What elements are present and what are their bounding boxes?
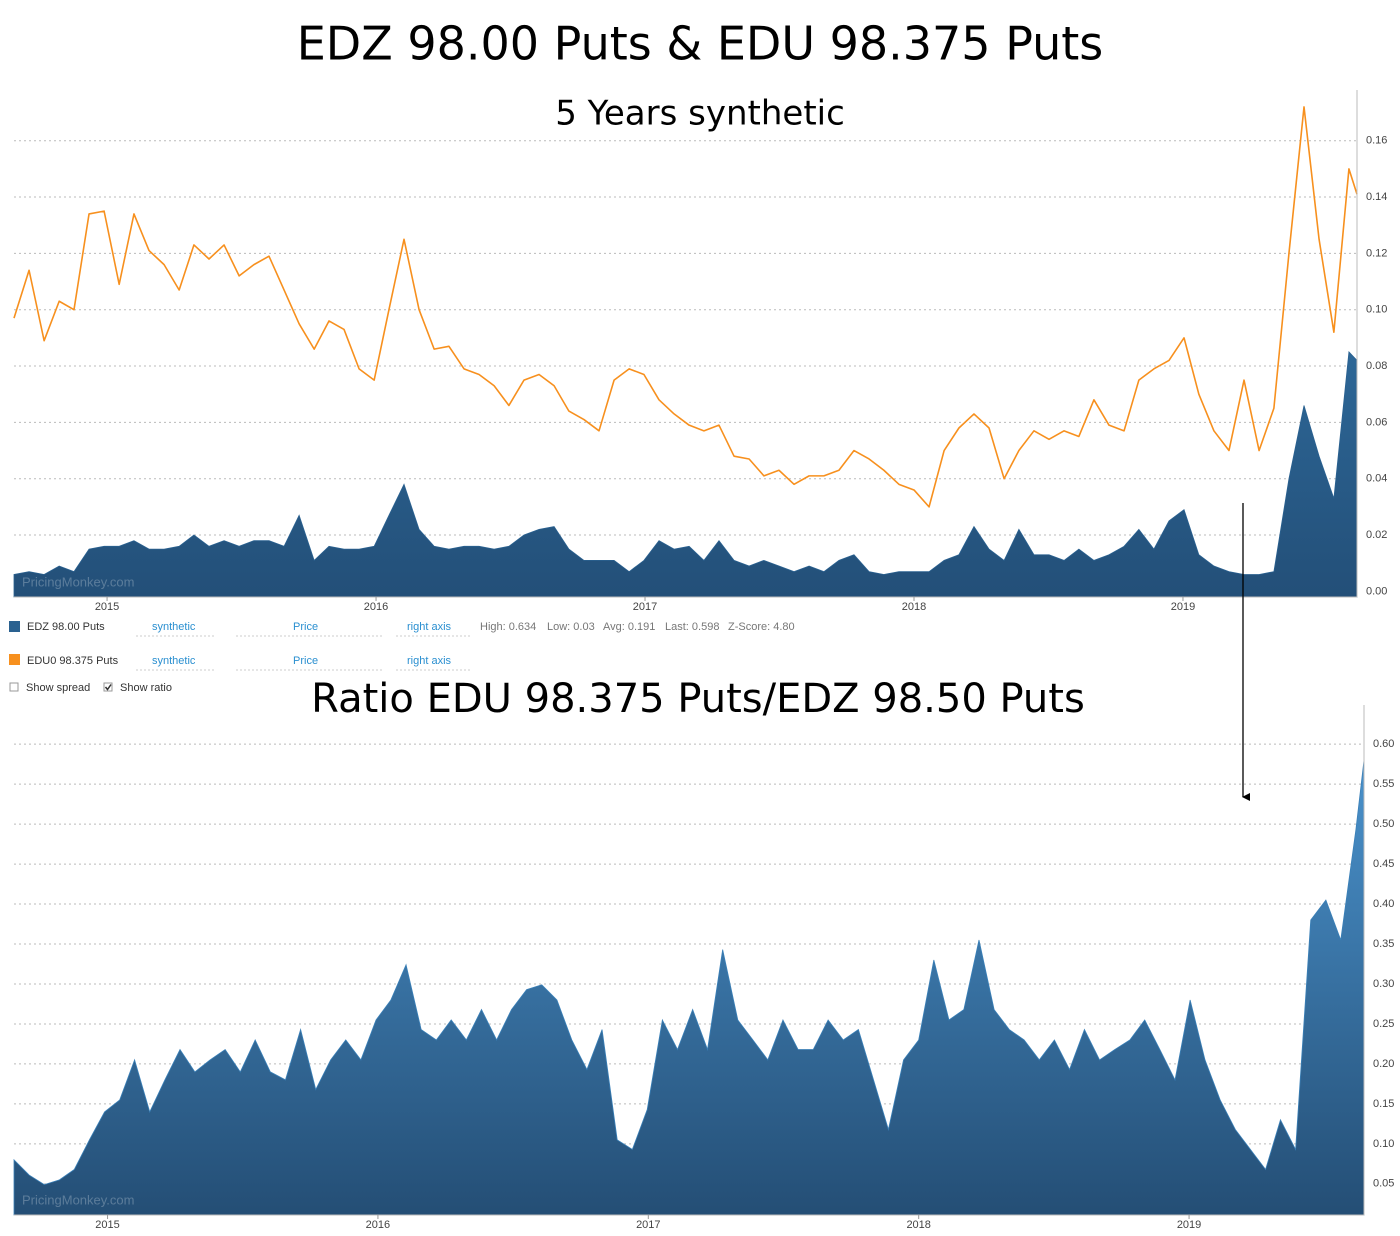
area-series [13, 351, 1358, 598]
y-tick-label: 0.06 [1366, 416, 1387, 428]
chart-title: EDZ 98.00 Puts & EDU 98.375 Puts [297, 17, 1104, 71]
x-tick-label: 2019 [1171, 601, 1195, 613]
control[interactable]: right axis [407, 655, 452, 667]
checkbox[interactable] [9, 682, 19, 692]
stat: Last: 0.598 [665, 621, 719, 633]
checkbox-label[interactable]: Show spread [26, 682, 90, 694]
chart-subtitle: 5 Years synthetic [555, 94, 845, 134]
checkbox[interactable] [103, 682, 113, 692]
y-tick-label: 0.10 [1366, 304, 1387, 316]
y-tick-label: 0.02 [1366, 529, 1387, 541]
stat: Avg: 0.191 [603, 621, 655, 633]
checkmark [104, 684, 112, 691]
x-tick-label: 2015 [95, 601, 119, 613]
y-tick-label: 0.16 [1366, 135, 1387, 147]
control[interactable]: Price [293, 621, 318, 633]
x-tick-label: 2019 [1177, 1219, 1201, 1231]
legend-swatch [9, 654, 20, 665]
y-tick-label: 0.40 [1373, 898, 1394, 910]
y-tick-label: 0.15 [1373, 1098, 1394, 1110]
x-tick-label: 2017 [636, 1219, 660, 1231]
x-tick-label: 2016 [366, 1219, 390, 1231]
y-tick-label: 0.04 [1366, 473, 1387, 485]
control[interactable]: Price [293, 655, 318, 667]
stat: High: 0.634 [480, 621, 536, 633]
y-tick-label: 0.08 [1366, 360, 1387, 372]
y-tick-label: 0.25 [1373, 1018, 1394, 1030]
y-tick-label: 0.30 [1373, 978, 1394, 990]
checkbox-label[interactable]: Show ratio [120, 682, 172, 694]
stat: Low: 0.03 [547, 621, 595, 633]
area-series [13, 760, 1365, 1216]
y-tick-label: 0.14 [1366, 191, 1387, 203]
y-tick-label: 0.55 [1373, 778, 1394, 790]
y-tick-label: 0.60 [1373, 738, 1394, 750]
control-underlines [136, 635, 470, 671]
x-tick-label: 2015 [95, 1219, 119, 1231]
y-tick-label: 0.35 [1373, 938, 1394, 950]
y-tick-label: 0.45 [1373, 858, 1394, 870]
legend-swatch [9, 621, 20, 632]
y-tick-label: 0.12 [1366, 247, 1387, 259]
control[interactable]: synthetic [152, 655, 196, 667]
x-tick-label: 2017 [633, 601, 657, 613]
chart-title: Ratio EDU 98.375 Puts/EDZ 98.50 Puts [311, 676, 1085, 722]
control[interactable]: synthetic [152, 621, 196, 633]
chart-layer: 0.00 0.02 0.04 0.06 0.08 0.10 0.12 0.14 0.16 Pric… [13, 90, 1394, 1231]
legend-entry[interactable]: EDU0 98.375 Puts [27, 655, 119, 667]
y-tick-label: 0.50 [1373, 818, 1394, 830]
watermark: PricingMonkey.com [22, 1192, 134, 1207]
control[interactable]: right axis [407, 621, 452, 633]
y-tick-label: 0.10 [1373, 1138, 1394, 1150]
line-series [13, 106, 1358, 508]
y-tick-label: 0.00 [1366, 585, 1387, 597]
stat: Z-Score: 4.80 [728, 621, 795, 633]
y-tick-label: 0.20 [1373, 1058, 1394, 1070]
y-tick-label: 0.05 [1373, 1178, 1394, 1190]
watermark: PricingMonkey.com [22, 574, 134, 589]
x-tick-label: 2018 [902, 601, 926, 613]
x-tick-label: 2016 [364, 601, 388, 613]
x-tick-label: 2018 [906, 1219, 930, 1231]
legend-entry[interactable]: EDZ 98.00 Puts [27, 621, 105, 633]
